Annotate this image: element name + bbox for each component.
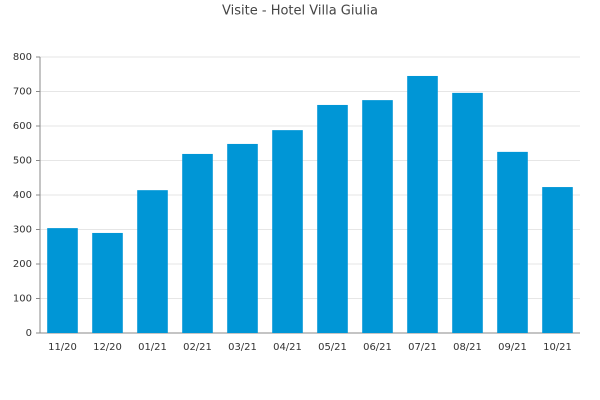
bar xyxy=(272,130,303,333)
y-tick-label: 500 xyxy=(13,156,32,167)
bar xyxy=(47,228,78,333)
x-tick-label: 01/21 xyxy=(138,342,167,353)
bar xyxy=(227,143,258,333)
x-tick-label: 08/21 xyxy=(453,342,482,353)
x-tick-label: 09/21 xyxy=(498,342,527,353)
bar xyxy=(137,190,168,333)
x-tick-label: 03/21 xyxy=(228,342,257,353)
y-tick-label: 300 xyxy=(13,225,32,236)
x-tick-label: 05/21 xyxy=(318,342,347,353)
x-tick-label: 10/21 xyxy=(543,342,572,353)
bar xyxy=(497,151,528,333)
chart-title: Visite - Hotel Villa Giulia xyxy=(222,4,378,19)
y-tick-label: 0 xyxy=(26,328,32,339)
bar xyxy=(542,187,573,333)
bar xyxy=(362,100,393,333)
x-tick-label: 11/20 xyxy=(48,342,77,353)
y-tick-label: 100 xyxy=(13,294,32,305)
x-tick-label: 04/21 xyxy=(273,342,302,353)
y-tick-label: 400 xyxy=(13,190,32,201)
bar xyxy=(317,104,348,333)
bar xyxy=(452,92,483,333)
x-tick-label: 02/21 xyxy=(183,342,212,353)
x-tick-label: 06/21 xyxy=(363,342,392,353)
y-tick-label: 700 xyxy=(13,87,32,98)
y-tick-label: 600 xyxy=(13,121,32,132)
x-tick-label: 12/20 xyxy=(93,342,122,353)
x-tick-label: 07/21 xyxy=(408,342,437,353)
y-tick-label: 800 xyxy=(13,52,32,63)
bar xyxy=(92,232,123,333)
bar xyxy=(182,153,213,333)
bar xyxy=(407,75,438,333)
y-tick-label: 200 xyxy=(13,259,32,270)
